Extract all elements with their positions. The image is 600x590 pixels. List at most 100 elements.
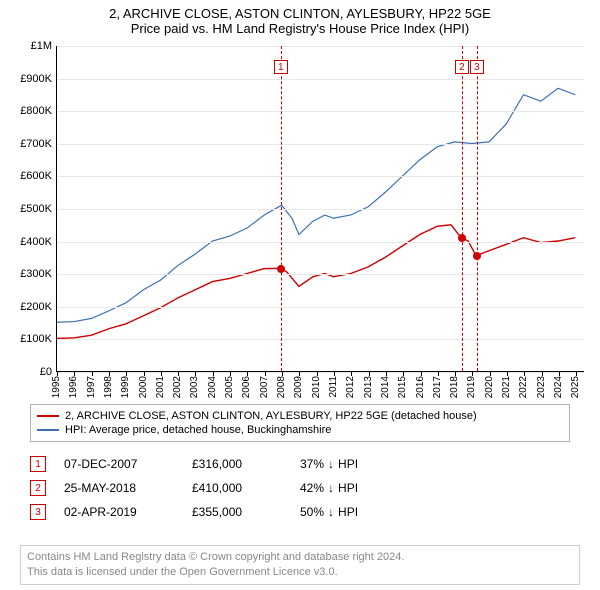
gridline bbox=[57, 176, 584, 177]
y-tick-label: £500K bbox=[20, 203, 52, 215]
x-tick-label: 2015 bbox=[397, 376, 408, 398]
delta-vs-label: HPI bbox=[338, 457, 358, 471]
arrow-down-icon: ↓ bbox=[328, 505, 334, 519]
x-tick-label: 1996 bbox=[68, 376, 79, 398]
plot-region: 1 23 bbox=[56, 46, 584, 372]
transaction-point bbox=[277, 265, 285, 273]
legend-swatch bbox=[37, 429, 59, 431]
transaction-marker-badge: 2 bbox=[455, 60, 469, 74]
y-tick-label: £700K bbox=[20, 138, 52, 150]
arrow-down-icon: ↓ bbox=[328, 481, 334, 495]
legend-item: 2, ARCHIVE CLOSE, ASTON CLINTON, AYLESBU… bbox=[37, 409, 563, 423]
chart-area: £0£100K£200K£300K£400K£500K£600K£700K£80… bbox=[12, 46, 588, 396]
x-tick-label: 2009 bbox=[293, 376, 304, 398]
y-tick-label: £300K bbox=[20, 268, 52, 280]
transaction-date: 25-MAY-2018 bbox=[64, 481, 174, 495]
transaction-date: 07-DEC-2007 bbox=[64, 457, 174, 471]
y-tick-label: £900K bbox=[20, 73, 52, 85]
delta-percent: 50% bbox=[300, 505, 324, 519]
x-tick-label: 2000 bbox=[138, 376, 149, 398]
x-tick-label: 2017 bbox=[432, 376, 443, 398]
x-tick-label: 2016 bbox=[415, 376, 426, 398]
delta-vs-label: HPI bbox=[338, 481, 358, 495]
transaction-marker-badge: 1 bbox=[274, 60, 288, 74]
x-tick-label: 2001 bbox=[155, 376, 166, 398]
attribution-footer: Contains HM Land Registry data © Crown c… bbox=[20, 545, 580, 585]
transaction-point bbox=[458, 234, 466, 242]
x-tick-label: 2018 bbox=[449, 376, 460, 398]
x-tick-label: 2019 bbox=[466, 376, 477, 398]
x-tick-label: 2005 bbox=[224, 376, 235, 398]
y-tick-label: £200K bbox=[20, 301, 52, 313]
x-tick-label: 2013 bbox=[363, 376, 374, 398]
x-tick-label: 2021 bbox=[501, 376, 512, 398]
x-tick-label: 2023 bbox=[536, 376, 547, 398]
y-tick-label: £100K bbox=[20, 333, 52, 345]
x-tick-label: 1997 bbox=[86, 376, 97, 398]
x-tick-label: 1999 bbox=[120, 376, 131, 398]
x-tick-label: 2002 bbox=[172, 376, 183, 398]
x-tick-label: 2003 bbox=[189, 376, 200, 398]
transaction-marker-line bbox=[281, 46, 282, 371]
transaction-badge: 3 bbox=[30, 504, 46, 520]
series-hpi bbox=[57, 88, 575, 322]
gridline bbox=[57, 274, 584, 275]
x-tick-label: 2022 bbox=[518, 376, 529, 398]
transaction-delta: 42% ↓ HPI bbox=[300, 481, 358, 495]
gridline bbox=[57, 307, 584, 308]
x-tick-label: 2004 bbox=[207, 376, 218, 398]
transaction-table: 107-DEC-2007£316,00037%↓HPI225-MAY-2018£… bbox=[30, 452, 570, 524]
y-axis-labels: £0£100K£200K£300K£400K£500K£600K£700K£80… bbox=[12, 46, 54, 396]
transaction-delta: 50% ↓ HPI bbox=[300, 505, 358, 519]
gridline bbox=[57, 144, 584, 145]
transaction-badge: 2 bbox=[30, 480, 46, 496]
x-tick-label: 2024 bbox=[553, 376, 564, 398]
gridline bbox=[57, 46, 584, 47]
transaction-price: £316,000 bbox=[192, 457, 282, 471]
transaction-row: 3 02-APR-2019 £355,000 50% ↓ HPI bbox=[30, 500, 570, 524]
footer-line2: This data is licensed under the Open Gov… bbox=[27, 565, 573, 580]
x-tick-label: 2014 bbox=[380, 376, 391, 398]
delta-percent: 42% bbox=[300, 481, 324, 495]
x-tick-label: 2025 bbox=[570, 376, 581, 398]
transaction-marker-badge: 3 bbox=[470, 60, 484, 74]
x-tick-label: 2010 bbox=[311, 376, 322, 398]
legend-label: HPI: Average price, detached house, Buck… bbox=[65, 424, 331, 436]
transaction-marker-line bbox=[462, 46, 463, 371]
x-axis-labels: 1995199619971998199920002001200220032004… bbox=[56, 372, 584, 396]
transaction-point bbox=[473, 252, 481, 260]
transaction-row: 107-DEC-2007£316,00037%↓HPI bbox=[30, 452, 570, 476]
chart-title: 2, ARCHIVE CLOSE, ASTON CLINTON, AYLESBU… bbox=[0, 0, 600, 21]
y-tick-label: £400K bbox=[20, 236, 52, 248]
x-tick-label: 2006 bbox=[241, 376, 252, 398]
gridline bbox=[57, 242, 584, 243]
legend-swatch bbox=[37, 415, 59, 417]
transaction-badge: 1 bbox=[30, 456, 46, 472]
gridline bbox=[57, 111, 584, 112]
x-tick-label: 2012 bbox=[345, 376, 356, 398]
x-tick-label: 2008 bbox=[276, 376, 287, 398]
transaction-date: 02-APR-2019 bbox=[64, 505, 174, 519]
legend: 2, ARCHIVE CLOSE, ASTON CLINTON, AYLESBU… bbox=[30, 404, 570, 442]
x-tick-label: 2011 bbox=[328, 376, 339, 398]
gridline bbox=[57, 339, 584, 340]
y-tick-label: £600K bbox=[20, 170, 52, 182]
x-tick-label: 1995 bbox=[51, 376, 62, 398]
transaction-delta: 37%↓HPI bbox=[300, 457, 358, 471]
y-tick-label: £1M bbox=[31, 40, 52, 52]
x-tick-label: 2007 bbox=[259, 376, 270, 398]
chart-subtitle: Price paid vs. HM Land Registry's House … bbox=[0, 21, 600, 40]
legend-item: HPI: Average price, detached house, Buck… bbox=[37, 423, 563, 437]
transaction-price: £355,000 bbox=[192, 505, 282, 519]
arrow-down-icon: ↓ bbox=[328, 457, 334, 471]
transaction-marker-line bbox=[477, 46, 478, 371]
gridline bbox=[57, 209, 584, 210]
delta-vs-label: HPI bbox=[338, 505, 358, 519]
x-tick-label: 1998 bbox=[103, 376, 114, 398]
footer-line1: Contains HM Land Registry data © Crown c… bbox=[27, 550, 573, 565]
transaction-price: £410,000 bbox=[192, 481, 282, 495]
y-tick-label: £800K bbox=[20, 105, 52, 117]
transaction-row: 2 25-MAY-2018 £410,000 42% ↓ HPI bbox=[30, 476, 570, 500]
x-tick-label: 2020 bbox=[484, 376, 495, 398]
gridline bbox=[57, 79, 584, 80]
